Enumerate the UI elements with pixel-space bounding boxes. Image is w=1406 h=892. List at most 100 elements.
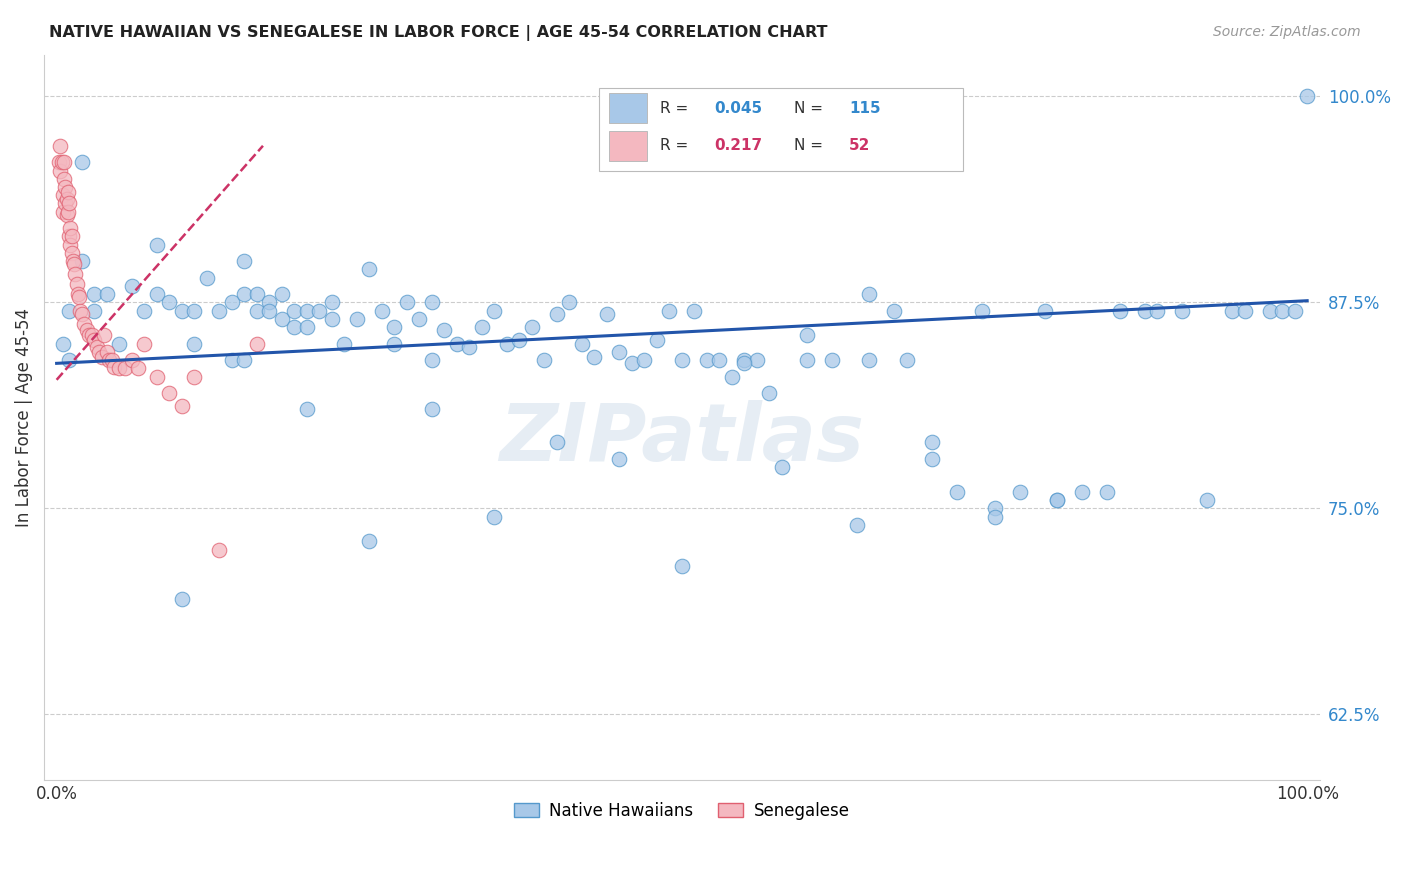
Point (221, 353, 243, 368)
Point (283, 303, 305, 318)
Point (108, 361, 131, 376)
Point (55, 208, 77, 222)
Point (1071, 484, 1094, 499)
Point (295, 402, 318, 417)
Point (295, 320, 318, 334)
Point (170, 303, 193, 318)
Legend: Native Hawaiians, Senegalese: Native Hawaiians, Senegalese (508, 795, 856, 826)
Text: 0.045: 0.045 (714, 101, 762, 116)
Point (83, 287, 105, 301)
Point (558, 295, 581, 310)
Point (420, 402, 443, 417)
Text: 0.217: 0.217 (714, 138, 762, 153)
Point (145, 369, 167, 384)
Point (103, 359, 125, 374)
Point (609, 451, 631, 466)
Point (721, 369, 744, 384)
Point (896, 353, 918, 368)
Point (246, 287, 269, 301)
Point (96, 344, 118, 359)
Point (533, 353, 555, 368)
Point (49, 163, 72, 178)
Point (546, 307, 568, 321)
Point (233, 254, 256, 268)
Point (233, 287, 256, 301)
Point (620, 356, 643, 370)
Point (65, 277, 87, 292)
Point (49, 138, 72, 153)
Point (65, 268, 87, 282)
Point (183, 369, 205, 384)
Point (246, 336, 269, 351)
Bar (609, 93, 647, 123)
Point (56, 185, 79, 199)
Point (471, 320, 494, 334)
Point (100, 353, 122, 368)
Point (121, 353, 143, 368)
Point (382, 336, 405, 351)
Point (55, 192, 77, 206)
Point (671, 353, 693, 368)
Point (645, 333, 668, 347)
Point (67, 290, 90, 304)
Point (270, 311, 292, 326)
Point (758, 386, 780, 401)
Point (1271, 303, 1294, 318)
Point (609, 344, 631, 359)
Point (58, 196, 80, 211)
Point (321, 295, 343, 310)
Point (221, 295, 243, 310)
Point (796, 328, 818, 343)
Point (233, 353, 256, 368)
Point (733, 356, 755, 370)
Point (58, 353, 80, 368)
Point (69, 303, 91, 318)
Text: R =: R = (661, 138, 693, 153)
Point (53, 180, 76, 194)
Point (70, 254, 93, 268)
Point (1133, 303, 1156, 318)
Point (420, 353, 443, 368)
Point (921, 435, 943, 450)
Point (76, 323, 98, 337)
Point (733, 353, 755, 368)
Point (1095, 484, 1118, 499)
Bar (609, 130, 647, 161)
Point (484, 509, 506, 524)
Point (446, 336, 468, 351)
Text: N =: N = (794, 138, 828, 153)
Point (1046, 493, 1069, 508)
Point (121, 278, 143, 293)
Point (51, 155, 73, 169)
Point (371, 303, 394, 318)
Point (145, 237, 167, 252)
Point (696, 353, 718, 368)
Point (183, 336, 205, 351)
Point (66, 287, 89, 301)
Text: NATIVE HAWAIIAN VS SENEGALESE IN LABOR FORCE | AGE 45-54 CORRELATION CHART: NATIVE HAWAIIAN VS SENEGALESE IN LABOR F… (49, 25, 828, 41)
Point (420, 295, 443, 310)
Point (52, 204, 75, 219)
Point (83, 303, 105, 318)
Point (1284, 303, 1306, 318)
Point (671, 559, 693, 574)
Point (208, 303, 231, 318)
Point (508, 333, 530, 347)
Point (359, 262, 381, 277)
Point (73, 317, 96, 331)
Point (382, 320, 405, 334)
Point (858, 287, 880, 301)
Point (59, 221, 82, 235)
Point (571, 336, 593, 351)
Point (108, 336, 131, 351)
Point (114, 361, 136, 376)
Point (946, 484, 969, 499)
Point (359, 534, 381, 549)
Point (983, 509, 1005, 524)
Text: Source: ZipAtlas.com: Source: ZipAtlas.com (1213, 25, 1361, 39)
Point (59, 237, 82, 252)
Point (83, 333, 105, 347)
Point (970, 303, 993, 318)
Point (63, 257, 86, 271)
Point (80, 328, 103, 343)
